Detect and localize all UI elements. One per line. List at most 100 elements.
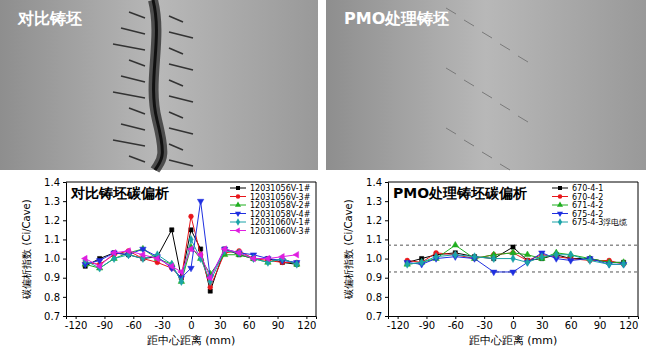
y-tick-label: 0.7 bbox=[366, 311, 382, 322]
legend: 12031056V-1#12031056V-3#12031058V-2#1203… bbox=[230, 184, 311, 236]
marker bbox=[197, 252, 203, 258]
x-tick-label: -90 bbox=[97, 320, 113, 331]
y-tick-mark bbox=[63, 278, 66, 279]
y-tick-mark bbox=[63, 182, 66, 183]
x-tick-label: 120 bbox=[619, 320, 638, 331]
y-tick-mark bbox=[63, 297, 66, 298]
texture bbox=[500, 164, 510, 170]
marker bbox=[510, 270, 516, 276]
legend-entry: 12031060V-3# bbox=[230, 227, 311, 236]
x-tick-mark bbox=[542, 316, 543, 319]
y-tick-label: 0.9 bbox=[366, 272, 382, 283]
marker bbox=[568, 251, 573, 259]
x-tick-label: -60 bbox=[448, 320, 464, 331]
marker bbox=[279, 253, 285, 259]
marker bbox=[294, 260, 299, 268]
y-tick-label: 1.4 bbox=[44, 177, 60, 188]
y-tick-label: 0.8 bbox=[366, 292, 382, 303]
legend-entry: 675-4-3浮电缆 bbox=[552, 218, 627, 227]
y-tick: 1.4 bbox=[44, 177, 66, 188]
texture bbox=[500, 44, 510, 50]
y-tick-mark bbox=[63, 239, 66, 240]
x-axis: -120-90-60-300306090120 bbox=[387, 316, 639, 331]
y-tick-label: 1.1 bbox=[366, 234, 382, 245]
texture bbox=[482, 92, 492, 98]
x-tick-mark bbox=[426, 316, 427, 319]
x-tick: -90 bbox=[97, 316, 113, 331]
crack bbox=[169, 128, 193, 134]
photo-label: PMO处理铸坯 bbox=[344, 9, 449, 28]
y-tick-label: 0.7 bbox=[44, 311, 60, 322]
crack bbox=[169, 80, 183, 86]
crack bbox=[129, 60, 145, 66]
texture bbox=[500, 104, 510, 110]
marker bbox=[187, 246, 193, 252]
texture bbox=[482, 32, 492, 38]
photo-background bbox=[0, 0, 318, 170]
y-axis: 0.70.80.91.01.11.21.31.4 bbox=[366, 177, 388, 322]
y-tick: 0.7 bbox=[366, 311, 388, 322]
y-tick-mark bbox=[63, 220, 66, 221]
x-tick: 60 bbox=[565, 316, 578, 331]
y-tick-label: 1.0 bbox=[44, 253, 60, 264]
crack bbox=[169, 144, 183, 150]
series-line bbox=[85, 247, 297, 281]
texture bbox=[464, 140, 474, 146]
x-tick: 120 bbox=[297, 316, 316, 331]
x-tick-label: 90 bbox=[272, 320, 285, 331]
y-tick-mark bbox=[385, 201, 388, 202]
y-tick: 1.0 bbox=[366, 253, 388, 264]
crack bbox=[121, 76, 145, 82]
x-tick-label: -120 bbox=[65, 320, 88, 331]
legend-marker bbox=[235, 201, 241, 206]
photo-label: 对比铸坯 bbox=[17, 9, 82, 28]
crack bbox=[129, 108, 145, 114]
y-tick-mark bbox=[385, 297, 388, 298]
marker bbox=[472, 253, 477, 261]
y-tick-mark bbox=[385, 220, 388, 221]
crack bbox=[169, 96, 193, 102]
marker bbox=[154, 255, 160, 261]
x-axis: -120-90-60-300306090120 bbox=[65, 316, 317, 331]
x-tick-label: -30 bbox=[154, 320, 170, 331]
crack bbox=[169, 32, 193, 38]
x-tick: 30 bbox=[214, 316, 227, 331]
x-tick-mark bbox=[398, 316, 399, 319]
x-tick-label: 0 bbox=[188, 320, 194, 331]
y-tick-mark bbox=[63, 316, 66, 317]
marker bbox=[567, 259, 573, 265]
marker bbox=[170, 228, 174, 232]
marker bbox=[189, 214, 194, 219]
x-axis-line bbox=[389, 317, 639, 320]
x-tick-label: 60 bbox=[565, 320, 578, 331]
marker bbox=[491, 255, 496, 263]
legend-label: 12031060V-3# bbox=[250, 227, 311, 236]
marker bbox=[524, 251, 530, 257]
marker bbox=[250, 255, 256, 261]
x-tick: -120 bbox=[65, 316, 88, 331]
y-tick-mark bbox=[63, 201, 66, 202]
marker bbox=[168, 263, 174, 269]
marker bbox=[511, 255, 516, 263]
canvas: 对比铸坯 PMO处理铸坯 -120 -90 -60 -30 0 30 60 90 120 0.7 0.8… bbox=[0, 0, 646, 347]
x-tick: -120 bbox=[387, 316, 410, 331]
y-tick: 1.2 bbox=[44, 215, 66, 226]
y-tick-mark bbox=[385, 259, 388, 260]
y-tick: 1.4 bbox=[366, 177, 388, 188]
marker bbox=[96, 259, 102, 265]
x-tick-mark bbox=[133, 316, 134, 319]
crack bbox=[129, 12, 145, 18]
crack bbox=[169, 16, 183, 22]
x-tick: -60 bbox=[448, 316, 464, 331]
y-tick-label: 1.1 bbox=[44, 234, 60, 245]
photo: PMO处理铸坯 bbox=[326, 0, 646, 170]
x-tick-mark bbox=[249, 316, 250, 319]
y-tick: 1.1 bbox=[44, 234, 66, 245]
texture bbox=[446, 128, 456, 134]
marker bbox=[554, 251, 559, 259]
y-tick-mark bbox=[385, 239, 388, 240]
legend-marker bbox=[557, 201, 563, 206]
y-tick-label: 1.3 bbox=[44, 196, 60, 207]
x-tick: 0 bbox=[510, 316, 516, 331]
legend-marker bbox=[236, 218, 240, 225]
